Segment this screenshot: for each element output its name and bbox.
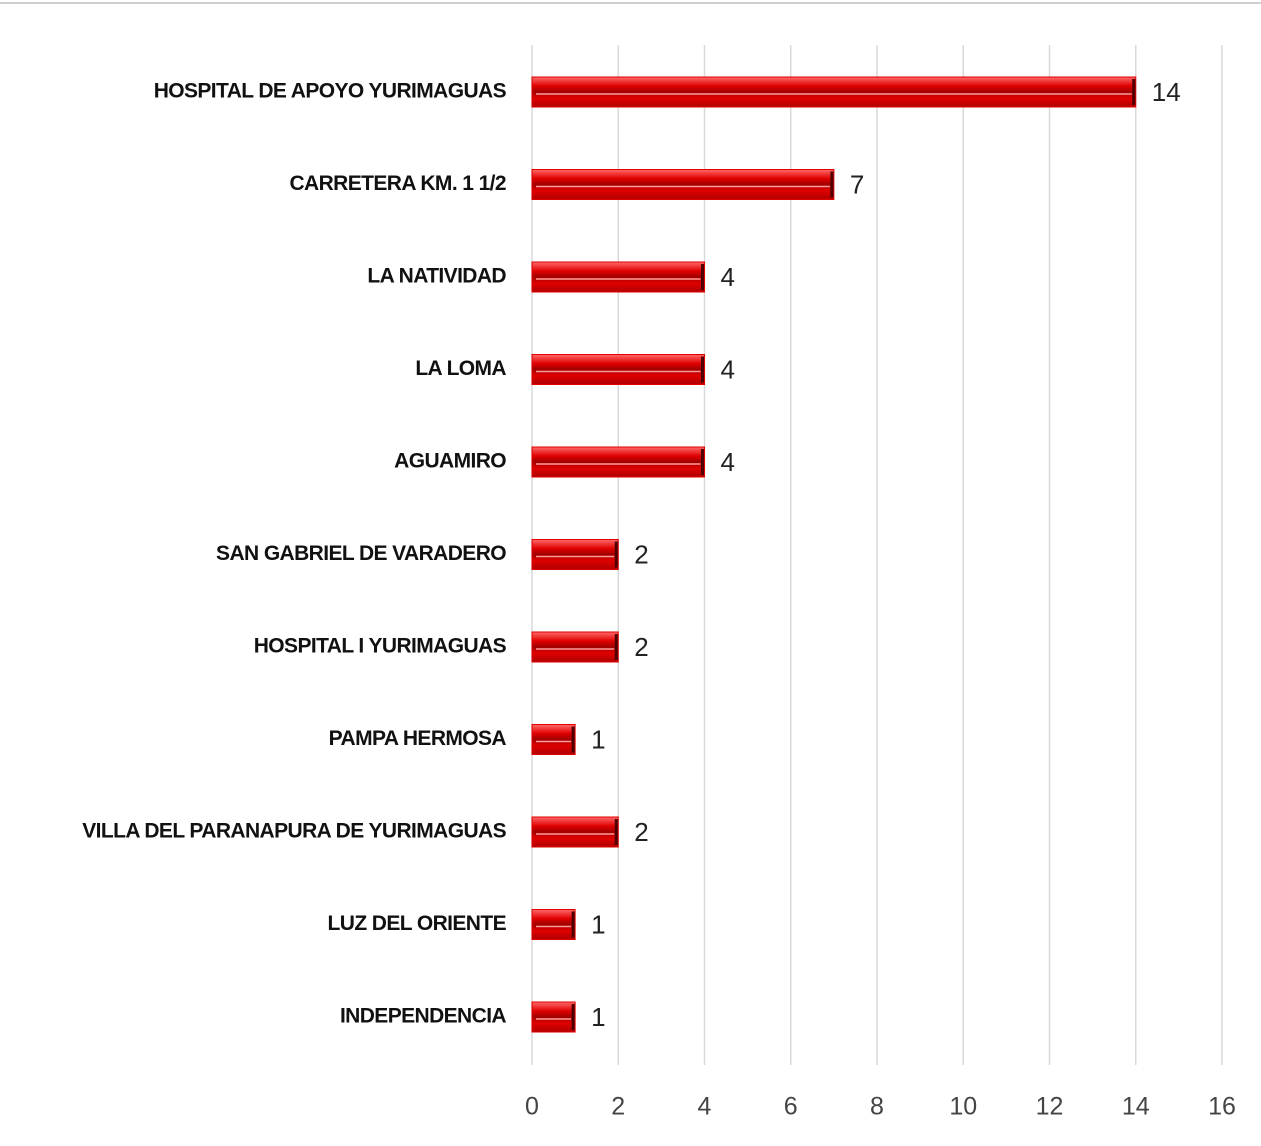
bar	[531, 724, 576, 755]
bar	[531, 354, 705, 385]
bar	[531, 631, 619, 663]
bar	[531, 539, 619, 570]
data-label: 4	[721, 354, 735, 384]
x-tick-label: 10	[949, 1093, 977, 1121]
y-tick-label: PAMPA HERMOSA	[329, 727, 507, 750]
data-label: 14	[1152, 77, 1181, 107]
bar	[531, 446, 705, 478]
bar	[531, 909, 576, 940]
data-label: 2	[634, 539, 648, 569]
data-label: 4	[721, 262, 735, 292]
bar	[531, 169, 835, 200]
x-tick-label: 2	[611, 1093, 625, 1121]
y-tick-label: LA NATIVIDAD	[367, 265, 506, 288]
x-tick-label: 14	[1122, 1093, 1150, 1121]
x-tick-label: 6	[784, 1093, 798, 1121]
data-label: 1	[591, 1002, 605, 1032]
x-tick-label: 12	[1036, 1093, 1064, 1121]
x-tick-label: 4	[698, 1093, 712, 1121]
y-tick-label: LA LOMA	[415, 357, 506, 380]
data-label: 2	[634, 632, 648, 662]
data-label: 2	[634, 817, 648, 847]
y-tick-label: SAN GABRIEL DE VARADERO	[216, 542, 506, 565]
data-label: 1	[591, 909, 605, 939]
bar	[531, 261, 705, 293]
y-tick-label: HOSPITAL I YURIMAGUAS	[254, 635, 507, 658]
data-label: 7	[850, 169, 864, 199]
x-tick-label: 8	[870, 1093, 884, 1121]
data-label: 1	[591, 724, 605, 754]
bar	[531, 76, 1137, 108]
bar	[531, 1001, 576, 1033]
y-tick-label: INDEPENDENCIA	[340, 1005, 506, 1028]
y-tick-label: CARRETERA KM. 1 1/2	[289, 172, 506, 195]
data-label: 4	[721, 447, 735, 477]
y-tick-label: LUZ DEL ORIENTE	[328, 912, 507, 935]
x-tick-label: 0	[525, 1093, 539, 1121]
y-tick-label: VILLA DEL PARANAPURA DE YURIMAGUAS	[82, 820, 506, 843]
x-tick-label: 16	[1208, 1093, 1236, 1121]
y-tick-label: AGUAMIRO	[394, 450, 506, 473]
bar	[531, 816, 619, 848]
y-tick-label: HOSPITAL DE APOYO YURIMAGUAS	[154, 80, 507, 103]
